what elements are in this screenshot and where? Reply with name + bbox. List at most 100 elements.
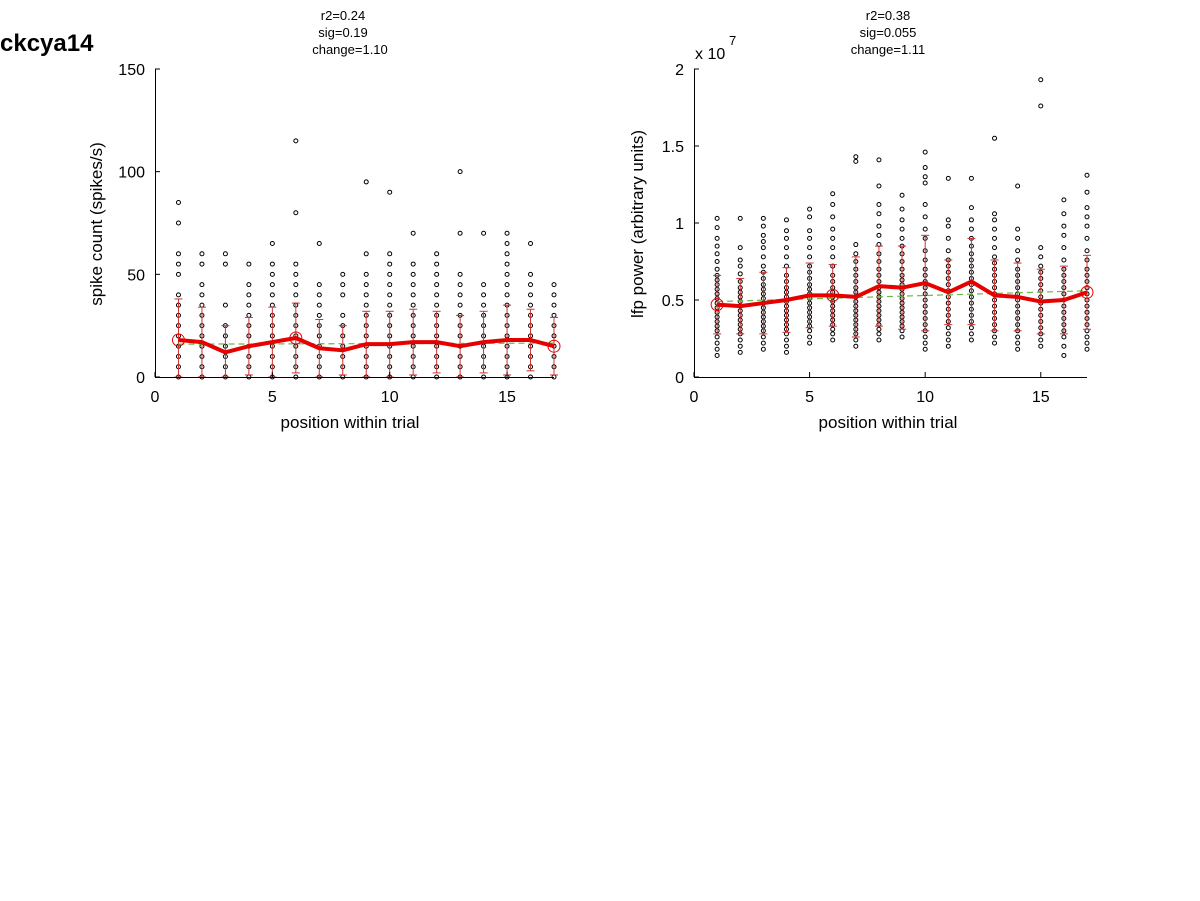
- stat-sig: sig=0.055: [860, 25, 917, 40]
- trial-point: [1061, 343, 1067, 349]
- plot-area: [171, 138, 561, 380]
- trial-point: [410, 282, 416, 288]
- trial-point: [457, 271, 463, 277]
- trial-point: [434, 271, 440, 277]
- trial-point: [830, 235, 836, 241]
- trial-point: [1084, 340, 1090, 346]
- trial-point: [528, 271, 534, 277]
- trial-point: [551, 302, 557, 308]
- trial-point: [737, 271, 743, 277]
- trial-point: [222, 302, 228, 308]
- trial-point: [199, 251, 205, 257]
- trial-point: [410, 271, 416, 277]
- trial-point: [760, 223, 766, 229]
- trial-point: [1084, 214, 1090, 220]
- y-tick-label: 0: [675, 370, 684, 387]
- trial-point: [783, 217, 789, 223]
- y-tick-label: 1: [675, 216, 684, 233]
- trial-point: [175, 251, 181, 257]
- trial-point: [410, 302, 416, 308]
- trial-point: [457, 292, 463, 298]
- trial-point: [922, 149, 928, 155]
- trial-point: [876, 337, 882, 343]
- trial-point: [922, 340, 928, 346]
- trial-point: [1015, 226, 1021, 232]
- trial-point: [504, 292, 510, 298]
- trial-point: [199, 302, 205, 308]
- trial-point: [434, 282, 440, 288]
- trial-point: [807, 235, 813, 241]
- trial-point: [387, 302, 393, 308]
- trial-point: [269, 271, 275, 277]
- trial-point: [945, 248, 951, 254]
- trial-point: [783, 343, 789, 349]
- x-axis-label: position within trial: [281, 413, 420, 432]
- trial-point: [293, 138, 299, 144]
- trial-point: [876, 232, 882, 238]
- trial-point: [340, 292, 346, 298]
- trial-point: [175, 220, 181, 226]
- trial-point: [293, 292, 299, 298]
- trial-point: [1038, 245, 1044, 251]
- trial-point: [1015, 340, 1021, 346]
- trial-point: [528, 302, 534, 308]
- trial-point: [945, 223, 951, 229]
- trial-point: [175, 199, 181, 205]
- x-tick-label: 5: [805, 389, 814, 406]
- trial-point: [1061, 257, 1067, 263]
- trial-point: [457, 169, 463, 175]
- trial-point: [269, 261, 275, 267]
- trial-point: [899, 226, 905, 232]
- trial-point: [783, 245, 789, 251]
- y-tick-label: 1.5: [662, 139, 684, 156]
- trial-point: [1015, 183, 1021, 189]
- trial-point: [457, 302, 463, 308]
- trial-point: [876, 183, 882, 189]
- y-tick-label: 0: [136, 370, 145, 387]
- trial-point: [175, 292, 181, 298]
- trial-point: [783, 254, 789, 260]
- trial-point: [807, 328, 813, 334]
- mean-line: [178, 335, 555, 355]
- x-tick-label: 0: [690, 389, 699, 406]
- trial-point: [1084, 248, 1090, 254]
- trial-point: [945, 331, 951, 337]
- trial-point: [1038, 343, 1044, 349]
- x-tick-label: 5: [268, 389, 277, 406]
- trial-point: [968, 217, 974, 223]
- trial-point: [922, 165, 928, 171]
- trial-point: [1038, 254, 1044, 260]
- trial-point: [945, 235, 951, 241]
- trial-point: [1015, 346, 1021, 352]
- trial-point: [830, 331, 836, 337]
- trial-point: [504, 261, 510, 267]
- trial-point: [853, 242, 859, 248]
- trial-point: [1015, 257, 1021, 263]
- trial-point: [737, 245, 743, 251]
- y-tick-label: 150: [118, 62, 145, 79]
- trial-point: [992, 340, 998, 346]
- mean-line: [716, 279, 1088, 309]
- trial-point: [316, 302, 322, 308]
- trial-point: [481, 282, 487, 288]
- trial-point: [481, 302, 487, 308]
- trial-point: [830, 226, 836, 232]
- stat-sig: sig=0.19: [318, 25, 368, 40]
- trial-point: [945, 337, 951, 343]
- plot-area: [710, 77, 1094, 358]
- trial-point: [945, 325, 951, 331]
- trial-point: [760, 238, 766, 244]
- trial-point: [922, 202, 928, 208]
- trial-point: [504, 251, 510, 257]
- trial-point: [783, 349, 789, 355]
- trial-point: [714, 266, 720, 272]
- trial-point: [387, 261, 393, 267]
- trial-point: [269, 241, 275, 247]
- trial-point: [528, 282, 534, 288]
- trial-point: [922, 180, 928, 186]
- trial-point: [551, 282, 557, 288]
- trial-point: [387, 282, 393, 288]
- trial-point: [1061, 223, 1067, 229]
- trial-point: [1015, 248, 1021, 254]
